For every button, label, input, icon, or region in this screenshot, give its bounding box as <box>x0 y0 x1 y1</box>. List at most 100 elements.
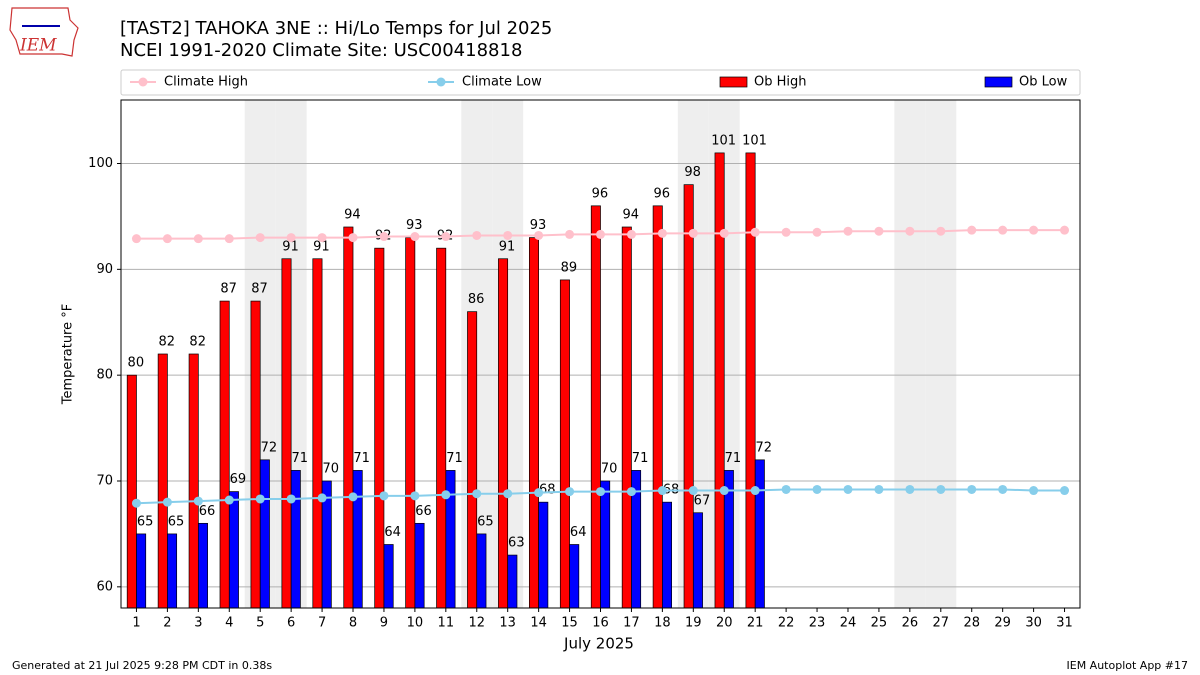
data-label: 71 <box>725 451 742 466</box>
data-label: 71 <box>292 451 309 466</box>
bar <box>312 258 323 609</box>
chart-subtitle: NCEI 1991-2020 Climate Site: USC00418818 <box>120 40 522 61</box>
data-label: 69 <box>230 472 247 487</box>
bar <box>662 501 673 609</box>
y-tick-label: 100 <box>88 156 113 171</box>
data-label: 68 <box>539 483 556 498</box>
bar <box>754 459 765 609</box>
climate-point <box>998 484 1008 494</box>
logo-text: IEM <box>19 36 57 56</box>
climate-point <box>131 234 141 244</box>
data-label: 82 <box>189 335 206 350</box>
climate-point <box>565 487 575 497</box>
data-label: 70 <box>322 462 339 477</box>
x-axis-label: July 2025 <box>563 635 634 653</box>
bar <box>467 311 478 609</box>
climate-point <box>255 494 265 504</box>
climate-point <box>812 227 822 237</box>
data-label: 67 <box>694 493 711 508</box>
bar <box>569 544 580 609</box>
bar <box>383 544 394 609</box>
data-label: 64 <box>384 525 401 540</box>
bar <box>528 237 539 609</box>
x-tick-label: 8 <box>349 616 357 631</box>
climate-point <box>162 497 172 507</box>
climate-point <box>781 484 791 494</box>
x-tick-label: 24 <box>840 616 857 631</box>
data-label: 71 <box>632 451 649 466</box>
climate-point <box>162 234 172 244</box>
climate-point <box>874 484 884 494</box>
climate-point <box>936 226 946 236</box>
y-tick-label: 60 <box>96 579 113 594</box>
climate-point <box>534 230 544 240</box>
plot-frame <box>120 99 1081 609</box>
bar <box>281 258 292 609</box>
logo-outline <box>9 7 79 57</box>
legend-label: Climate High <box>164 75 248 90</box>
data-label: 91 <box>282 239 299 254</box>
bar <box>498 258 509 609</box>
bar <box>290 470 301 609</box>
data-label: 66 <box>415 504 432 519</box>
data-label: 98 <box>684 165 701 180</box>
climate-point <box>719 228 729 238</box>
climate-point <box>657 228 667 238</box>
data-label: 87 <box>220 282 237 297</box>
x-tick-label: 21 <box>747 616 764 631</box>
bar <box>228 491 239 609</box>
climate-point <box>1029 486 1039 496</box>
bar <box>507 554 518 609</box>
weekend-shade <box>925 100 957 608</box>
bar <box>250 300 261 609</box>
x-tick-label: 10 <box>407 616 424 631</box>
x-tick-label: 3 <box>194 616 202 631</box>
x-tick-label: 1 <box>132 616 140 631</box>
bar <box>374 247 385 609</box>
bar <box>197 522 208 609</box>
data-label: 86 <box>468 292 485 307</box>
legend-swatch <box>719 76 748 88</box>
climate-point <box>379 232 389 242</box>
climate-point <box>534 488 544 498</box>
climate-point <box>596 487 605 497</box>
climate-point <box>193 496 203 506</box>
bar <box>652 205 663 609</box>
climate-point <box>317 493 327 503</box>
climate-point <box>131 498 141 508</box>
data-label: 101 <box>742 133 767 148</box>
weekend-shade <box>894 100 926 608</box>
data-label: 71 <box>446 451 463 466</box>
bar <box>683 184 694 609</box>
climate-point <box>1060 486 1070 496</box>
x-tick-label: 9 <box>380 616 388 631</box>
x-tick-label: 5 <box>256 616 264 631</box>
data-label: 72 <box>261 440 278 455</box>
climate-point <box>750 486 760 496</box>
x-tick-label: 13 <box>499 616 516 631</box>
data-label: 89 <box>561 260 578 275</box>
climate-point <box>626 229 636 239</box>
climate-point <box>255 233 265 243</box>
bar <box>352 470 363 609</box>
climate-point <box>905 226 915 236</box>
x-tick-label: 25 <box>871 616 888 631</box>
data-label: 65 <box>137 514 154 529</box>
bar <box>157 353 168 609</box>
data-label: 91 <box>499 239 516 254</box>
data-label: 63 <box>508 536 525 551</box>
climate-point <box>472 489 482 499</box>
x-tick-label: 22 <box>778 616 795 631</box>
x-tick-label: 11 <box>438 616 455 631</box>
x-tick-label: 17 <box>623 616 640 631</box>
climate-point <box>565 229 575 239</box>
climate-point <box>781 227 791 237</box>
footer-right: IEM Autoplot App #17 <box>1067 659 1189 672</box>
climate-point <box>286 494 296 504</box>
data-label: 70 <box>601 462 618 477</box>
x-tick-label: 18 <box>654 616 671 631</box>
data-label: 66 <box>199 504 216 519</box>
footer-left: Generated at 21 Jul 2025 9:28 PM CDT in … <box>12 659 272 672</box>
x-tick-label: 30 <box>1025 616 1042 631</box>
